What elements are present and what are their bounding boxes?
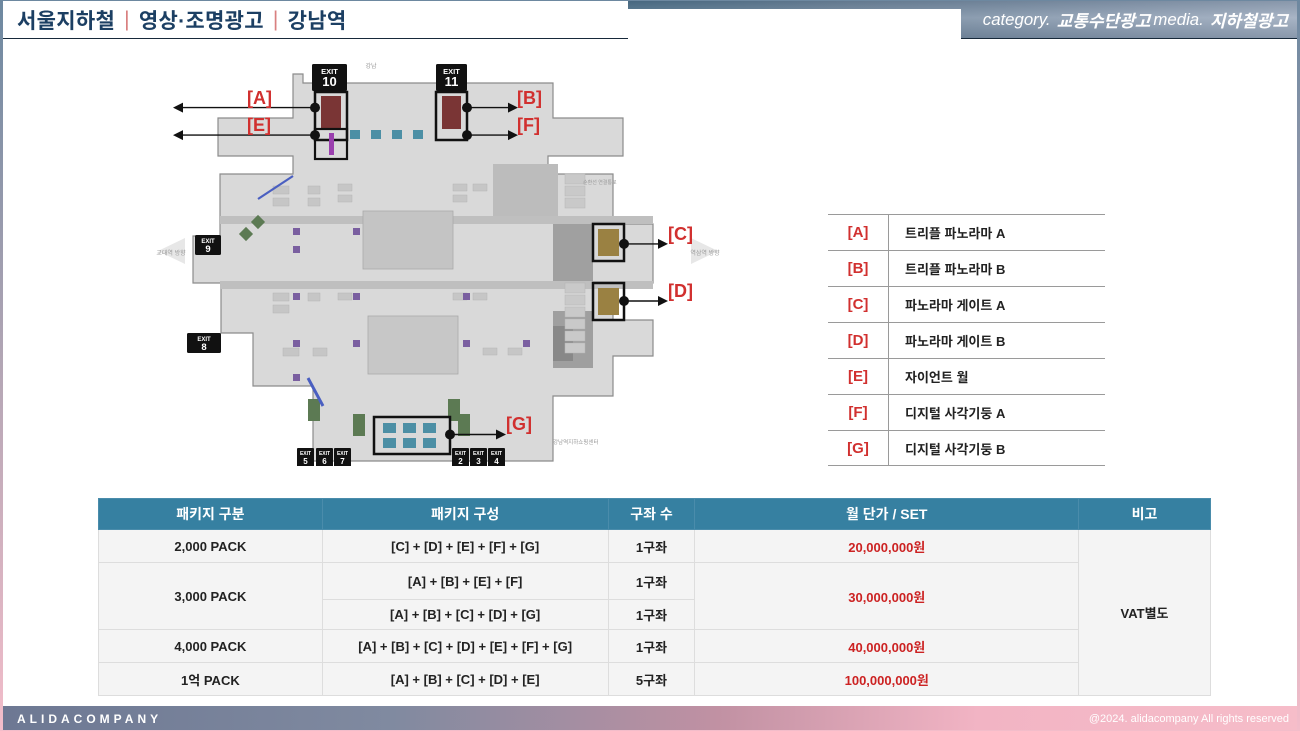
svg-text:6: 6 [322, 457, 327, 466]
svg-text:3: 3 [476, 457, 481, 466]
svg-text:강남역지하쇼핑센터: 강남역지하쇼핑센터 [553, 438, 599, 446]
svg-text:9: 9 [205, 244, 210, 255]
svg-text:역삼역 방향: 역삼역 방향 [690, 249, 720, 257]
svg-text:2: 2 [458, 457, 463, 466]
svg-text:4: 4 [494, 457, 499, 466]
svg-text:10: 10 [322, 74, 336, 89]
svg-text:강남: 강남 [365, 62, 377, 70]
svg-text:7: 7 [340, 457, 345, 466]
svg-text:11: 11 [445, 74, 459, 89]
svg-text:순환선 연결통로: 순환선 연결통로 [583, 179, 617, 186]
svg-text:5: 5 [303, 457, 308, 466]
svg-text:교대역 방향: 교대역 방향 [156, 249, 186, 257]
svg-text:8: 8 [201, 342, 206, 353]
